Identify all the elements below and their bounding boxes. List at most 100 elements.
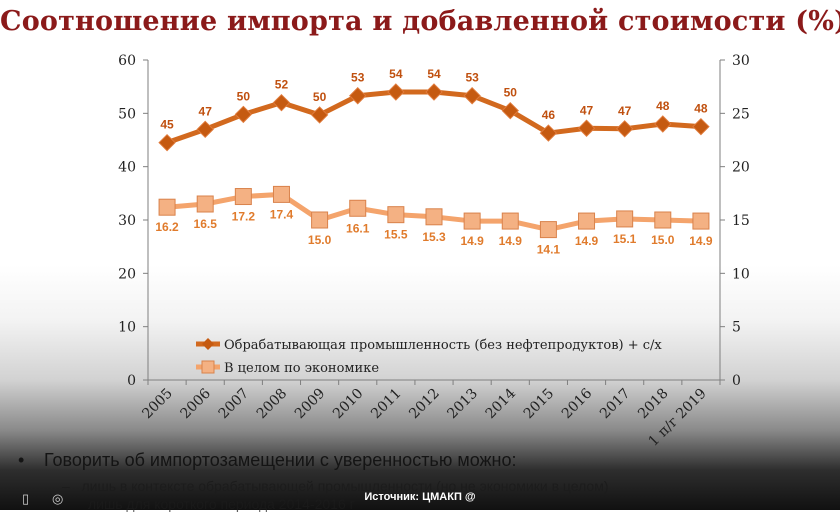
series-1-point — [615, 120, 634, 138]
series-1-point — [692, 117, 710, 136]
data-label-series-2: 15.0 — [651, 233, 675, 247]
series-2-point — [425, 208, 443, 226]
data-label-series-1: 54 — [389, 67, 403, 81]
data-label-series-1: 53 — [465, 71, 479, 85]
legend-label-1: Обрабатывающая промышленность (без нефте… — [224, 338, 662, 353]
x-tick-label: 2010 — [330, 386, 367, 423]
bookmark-icon[interactable]: ▯ — [22, 491, 30, 506]
series-2-point — [234, 188, 252, 206]
x-tick-label: 2017 — [597, 386, 634, 423]
series-1-point — [577, 119, 596, 137]
data-label-series-2: 15.3 — [422, 230, 446, 244]
sub-bullet-1: – лишь в контексте обрабатывающей промыш… — [62, 478, 609, 494]
data-label-series-2: 14.9 — [499, 234, 523, 248]
data-label-series-1: 50 — [504, 86, 518, 100]
data-label-series-2: 15.5 — [384, 228, 408, 242]
data-label-series-1: 47 — [618, 104, 632, 118]
legend-marker-2 — [201, 360, 215, 374]
x-tick-label: 2015 — [521, 386, 558, 423]
data-label-series-1: 50 — [237, 89, 251, 103]
series-2-point — [349, 199, 367, 217]
data-label-series-2: 15.1 — [613, 232, 637, 246]
data-label-series-1: 48 — [656, 99, 670, 113]
series-2-point — [692, 212, 710, 230]
bullet-text: Говорить об импортозамещении с увереннос… — [44, 450, 517, 470]
right-tick-label: 30 — [732, 53, 750, 69]
sub-bullet-2: лишь для короткого периода 2014-2016 г — [88, 496, 355, 512]
bullet-point: • Говорить об импортозамещении с уверенно… — [18, 450, 517, 471]
left-tick-label: 0 — [127, 373, 136, 389]
series-2-point — [463, 212, 481, 230]
series-1-point — [349, 87, 367, 105]
x-tick-label: 2011 — [368, 386, 405, 423]
right-tick-label: 10 — [732, 266, 750, 282]
data-label-series-2: 16.2 — [155, 220, 179, 234]
x-tick-label: 2006 — [178, 385, 215, 422]
sub-bullet-1-text: лишь в контексте обрабатывающей промышле… — [81, 478, 609, 494]
legend-label-2: В целом по экономике — [224, 361, 379, 376]
x-tick-label: 2009 — [292, 386, 329, 423]
data-label-series-2: 15.0 — [308, 233, 332, 247]
data-label-series-2: 17.2 — [232, 210, 256, 224]
series-1-point — [158, 133, 176, 152]
series-2-point — [654, 211, 672, 229]
right-tick-label: 25 — [732, 106, 750, 122]
series-1-point — [234, 105, 253, 124]
series-1-point — [425, 83, 443, 101]
data-label-series-1: 47 — [199, 104, 213, 118]
data-label-series-1: 50 — [313, 90, 327, 104]
data-label-series-1: 48 — [694, 102, 708, 116]
series-2-point — [539, 221, 557, 239]
series-2-point — [387, 206, 405, 224]
series-1-point — [539, 124, 558, 142]
series-2-point — [578, 212, 596, 230]
x-tick-label: 2005 — [139, 386, 176, 423]
right-tick-label: 5 — [732, 320, 741, 336]
right-tick-label: 20 — [732, 160, 750, 176]
data-label-series-1: 47 — [580, 103, 594, 117]
zoom-icon[interactable]: ◎ — [52, 491, 64, 506]
data-label-series-2: 14.9 — [689, 234, 713, 248]
data-label-series-2: 14.9 — [575, 234, 599, 248]
x-tick-label: 2014 — [483, 385, 520, 422]
source-note: Источник: ЦМАКП @ — [364, 491, 476, 503]
x-tick-label: 2016 — [559, 385, 596, 422]
x-tick-label: 2007 — [216, 386, 253, 423]
series-2-point — [311, 211, 329, 229]
data-label-series-2: 14.9 — [460, 234, 484, 248]
sub-marker: – — [62, 478, 70, 494]
series-1-point — [654, 115, 672, 133]
data-label-series-2: 17.4 — [270, 207, 294, 221]
data-label-series-1: 53 — [351, 71, 365, 85]
right-tick-label: 0 — [732, 373, 741, 389]
series-1-point — [310, 106, 329, 124]
left-tick-label: 60 — [118, 53, 136, 69]
data-label-series-2: 16.1 — [346, 221, 370, 235]
series-2-point — [501, 212, 519, 230]
series-1-point — [501, 101, 519, 120]
series-2-point — [196, 195, 214, 213]
x-tick-label: 2012 — [406, 386, 443, 423]
series-2-point — [272, 185, 290, 203]
slide-title: Соотношение импорта и добавленной стоимо… — [0, 6, 840, 37]
legend-marker-1 — [202, 338, 214, 350]
data-label-series-1: 45 — [160, 118, 174, 132]
left-tick-label: 40 — [118, 160, 136, 176]
left-tick-label: 10 — [118, 320, 136, 336]
left-tick-label: 50 — [118, 106, 136, 122]
data-label-series-1: 46 — [542, 108, 556, 122]
data-label-series-1: 54 — [427, 67, 441, 81]
x-tick-label: 2008 — [254, 386, 291, 423]
bullet-marker: • — [18, 450, 25, 470]
series-1-point — [272, 93, 291, 112]
series-1-point — [387, 83, 405, 101]
data-label-series-1: 52 — [275, 78, 289, 92]
data-label-series-2: 14.1 — [537, 243, 561, 257]
series-1-point — [196, 120, 214, 139]
series-1-point — [463, 87, 481, 105]
series-2-point — [616, 210, 634, 228]
series-2-point — [158, 198, 176, 216]
left-tick-label: 30 — [118, 213, 136, 229]
x-tick-label: 2013 — [444, 386, 481, 423]
